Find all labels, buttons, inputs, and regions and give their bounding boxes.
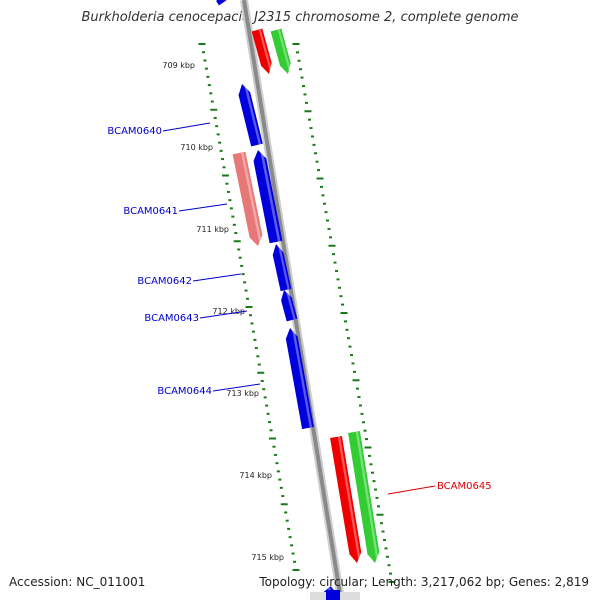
gene-bcam0641 [253,150,283,244]
ruler-label: 710 kbp [180,143,213,152]
gene-bcam0641-pseudo [232,151,263,246]
gene-bcam0641-shade [259,149,281,242]
ruler-label: 711 kbp [196,225,229,234]
leader-line [192,273,242,282]
gene-top-fragment [216,0,227,6]
gene-label: BCAM0642 [137,276,192,287]
gene-red-top-shade [258,28,273,74]
gene-bcam0642 [272,244,292,292]
gene-bcam0641-pseudo-shade [240,152,263,246]
gene-label: BCAM0641 [123,206,178,217]
ruler-label: 709 kbp [162,61,195,70]
leader-line [212,383,261,392]
gene-bcam0645-red [330,436,362,563]
gene-features [216,0,380,600]
gene-bcam0644-shade [291,327,313,428]
gene-bcam0640 [238,84,263,147]
ruler-label: 715 kbp [251,553,284,562]
gene-bcam0642-shade [277,243,290,290]
gene-bcam0645-green [348,431,380,563]
leader-line [199,310,248,319]
ruler-label: 713 kbp [226,389,259,398]
gene-label: BCAM0643 [144,313,199,324]
ruler-label: 714 kbp [239,471,272,480]
gene-bcam0640-shade [243,82,262,145]
ruler-label: 712 kbp [212,307,245,316]
gene-bottom-fragment-body [326,590,340,600]
leader-line [162,122,211,132]
ruler-labels: 709 kbp 710 kbp 711 kbp 712 kbp 713 kbp 714 k… [162,61,284,562]
gene-bcam0644 [285,328,314,430]
gene-label: BCAM0644 [157,386,212,397]
gene-label: BCAM0640 [107,126,162,137]
map-title: Burkholderia cenocepacia J2315 chromosom… [81,10,519,25]
gene-labels: BCAM0640 BCAM0641 BCAM0642 BCAM0643 BCAM0644… [107,122,492,495]
leader-line [178,203,228,212]
tick-marks [198,43,396,583]
gene-bcam0645-red-shade [337,436,362,563]
gene-bcam0643 [281,290,298,322]
gene-red-top [251,28,272,74]
gene-green-top-shade [277,28,292,74]
topology-text: Topology: circular; Length: 3,217,062 bp… [259,575,589,589]
gene-green-top [270,28,291,74]
gene-label: BCAM0645 [437,481,492,492]
leader-line [387,485,436,495]
gene-bcam0643-shade [285,289,296,320]
accession-text: Accession: NC_011001 [9,575,146,589]
backbone [242,0,343,600]
gene-bcam0645-green-shade [355,431,380,563]
